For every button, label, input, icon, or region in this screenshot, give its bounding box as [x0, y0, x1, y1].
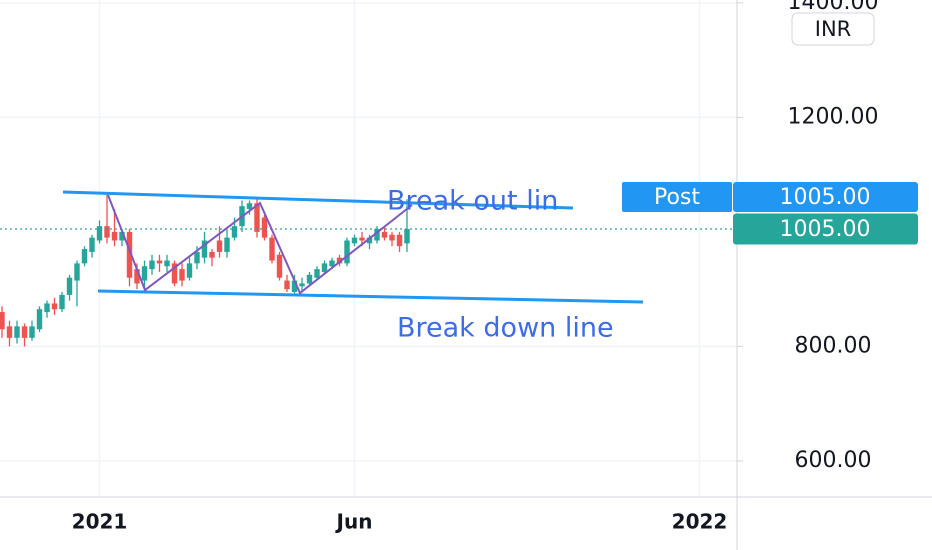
candle-body [209, 251, 215, 258]
candle-body [179, 269, 185, 281]
candle-body [81, 249, 88, 264]
price-axis: 600.00 800.00 1200.00 1400.00 [737, 0, 878, 473]
annotation: Break out lin [387, 186, 558, 217]
currency[interactable]: INR [815, 17, 852, 41]
candle-body [321, 263, 328, 272]
candle-body [104, 226, 110, 238]
y-tick-label: 1200.00 [788, 104, 879, 129]
candle-body [344, 240, 350, 264]
candle-body [299, 283, 305, 287]
last-price-box [733, 213, 918, 245]
drawings: Break out lin Break down line [62, 186, 644, 344]
candle-body [171, 263, 178, 284]
candle-body [194, 251, 200, 264]
y-tick-label: 600.00 [795, 448, 872, 473]
candle-body [66, 277, 73, 295]
candle-body [336, 257, 343, 264]
alert-name: Post [654, 185, 700, 210]
candle-body [96, 226, 103, 241]
candle-body [276, 254, 283, 278]
trend-line [97, 289, 644, 304]
candle-body [156, 260, 163, 264]
trend-line [62, 190, 574, 210]
candle-body [0, 312, 5, 330]
candle-body [216, 240, 223, 252]
last-price-label: 1005.00 [780, 217, 871, 242]
candle-body [254, 203, 260, 232]
candle-body [224, 237, 230, 252]
currency-button[interactable] [791, 12, 875, 46]
candle-body [366, 237, 373, 244]
candle-body [149, 260, 155, 270]
alert-price-label: 1005.00 [780, 185, 871, 210]
candle-body [111, 231, 118, 241]
candle-body [329, 260, 335, 267]
candle-body [389, 234, 395, 241]
candle-body [201, 240, 208, 258]
candle-body [351, 237, 358, 244]
candle-body [359, 237, 365, 241]
candle-body [21, 326, 28, 338]
candle-body [284, 280, 290, 290]
price-axis-panel [737, 0, 932, 550]
candle-body [164, 260, 170, 267]
candle-body [6, 326, 13, 338]
candle-body [374, 229, 380, 241]
x-tick-label: Jun [335, 510, 373, 534]
plot-area: 2021 Jun 2022 [0, 0, 737, 534]
candle-body [59, 294, 65, 310]
annotation: Break down line [397, 313, 614, 344]
candle-body [186, 263, 193, 278]
alert-box [622, 182, 732, 213]
candle-body [396, 234, 403, 247]
candle-body [36, 309, 43, 330]
alert-price-box [733, 182, 918, 213]
candle-body [44, 303, 50, 313]
x-tick-label: 2022 [672, 510, 728, 534]
candle-body [381, 231, 388, 238]
candle-body [231, 226, 238, 238]
y-tick-label: 1400.00 [788, 0, 879, 15]
x-tick-label: 2021 [72, 510, 128, 534]
candle-body [119, 231, 125, 241]
candle-body [51, 303, 58, 310]
candle-body [89, 237, 95, 252]
candle-body [29, 326, 35, 338]
candle-body [306, 274, 313, 284]
y-tick-label: 800.00 [795, 333, 872, 358]
candle-body [134, 269, 140, 284]
candle-body [126, 231, 133, 278]
candle-body [291, 280, 298, 293]
candle-body [74, 263, 80, 281]
candle-body [404, 229, 410, 244]
candle-body [314, 269, 320, 278]
candle-body [261, 217, 268, 238]
candle-body [269, 237, 275, 261]
candle-body [14, 326, 20, 338]
candle-body [141, 266, 148, 281]
zigzag [107, 194, 413, 295]
candle-body [246, 203, 253, 209]
